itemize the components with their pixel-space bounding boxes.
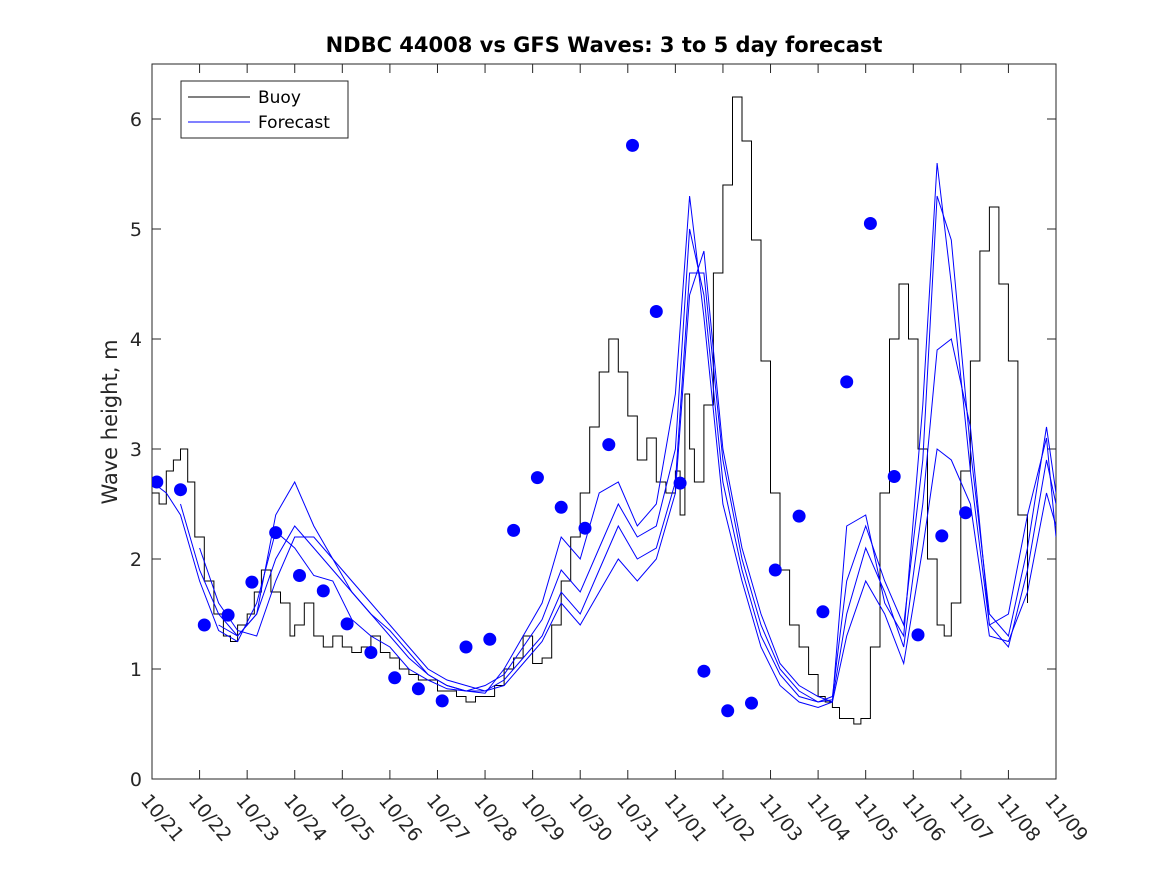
forecast-point (340, 617, 354, 631)
y-tick-label: 5 (130, 219, 142, 241)
forecast-point (863, 217, 877, 230)
forecast-point (483, 632, 497, 646)
forecast-point (530, 471, 544, 485)
forecast-point (554, 500, 568, 514)
y-tick-label: 0 (130, 769, 142, 791)
forecast-point (388, 671, 402, 685)
forecast-point (269, 526, 283, 540)
forecast-point (697, 664, 711, 678)
forecast-point (507, 523, 521, 537)
forecast-point (316, 584, 330, 598)
forecast-point (174, 483, 187, 497)
forecast-point (935, 529, 949, 543)
forecast-point (840, 375, 854, 389)
forecast-point (602, 438, 616, 452)
axes-box (151, 63, 1057, 780)
forecast-point (245, 575, 259, 589)
forecast-point (911, 628, 925, 642)
forecast-point (626, 138, 639, 152)
legend-forecast-label: Forecast (258, 113, 330, 133)
y-axis-label: Wave height, m (98, 339, 122, 504)
forecast-point (152, 475, 164, 489)
legend-buoy-label: Buoy (258, 88, 301, 108)
forecast-series-line-2 (180, 195, 1056, 703)
forecast-point (649, 305, 663, 318)
forecast-point (959, 506, 973, 520)
y-tick-label: 4 (130, 329, 142, 351)
forecast-point (221, 608, 235, 622)
forecast-point (578, 521, 592, 535)
y-tick-label: 2 (130, 549, 142, 571)
chart-title: NDBC 44008 vs GFS Waves: 3 to 5 day fore… (326, 33, 883, 57)
forecast-point (411, 682, 425, 696)
forecast-series-line-1 (152, 162, 1056, 709)
forecast-point (459, 640, 473, 654)
y-tick-label: 3 (130, 439, 142, 461)
forecast-point (768, 563, 782, 577)
forecast-point (673, 476, 687, 490)
y-tick-label: 1 (130, 659, 142, 681)
forecast-point (721, 704, 735, 718)
forecast-point (816, 605, 830, 619)
forecast-point (364, 646, 378, 659)
series-group (152, 96, 1056, 725)
forecast-point (293, 569, 306, 582)
forecast-point (745, 696, 758, 710)
forecast-series-line-4 (218, 250, 1056, 703)
forecast-point (197, 618, 211, 632)
forecast-point (435, 694, 449, 708)
buoy-series-line (152, 96, 1028, 725)
forecast-point (887, 470, 901, 483)
y-tick-label: 6 (130, 109, 142, 131)
legend: Buoy Forecast (180, 80, 349, 139)
forecast-series-line-3 (199, 272, 1056, 703)
legend-box (180, 80, 349, 139)
forecast-point (792, 509, 806, 523)
